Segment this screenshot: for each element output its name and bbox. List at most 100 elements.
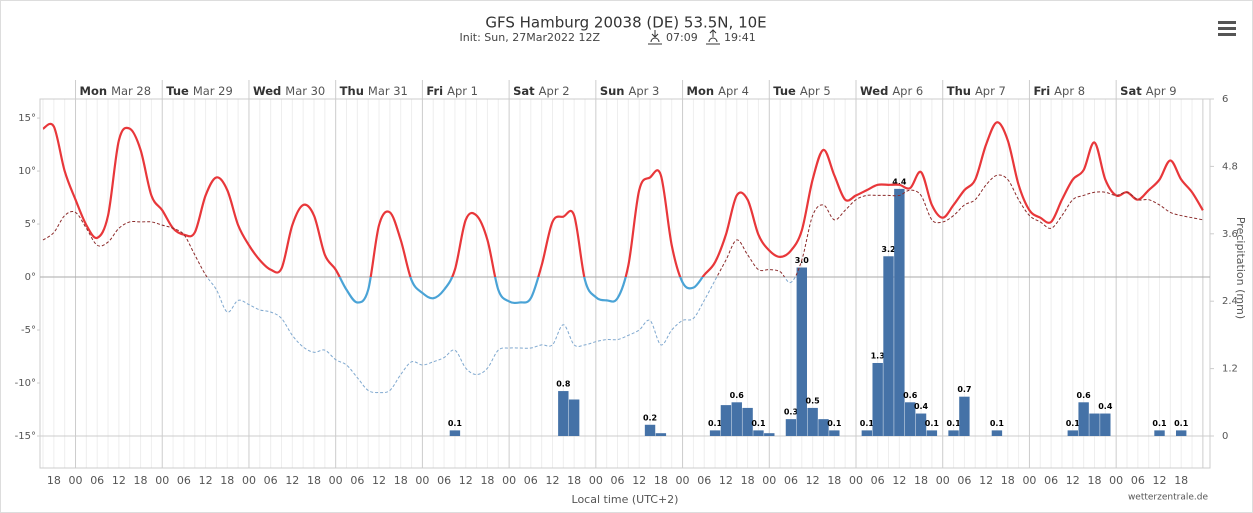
day-label: Fri Apr 1 <box>426 84 478 98</box>
y-tick-label: -10° <box>15 378 36 389</box>
day-date: Mar 28 <box>111 84 151 98</box>
precip-bar <box>720 405 732 436</box>
precip-bar <box>1176 430 1187 436</box>
x-tick-label: 00 <box>155 474 169 487</box>
precip-bar <box>818 419 829 436</box>
precip-label: 1.3 <box>871 351 885 360</box>
precip-bar <box>764 433 775 436</box>
x-tick-label: 06 <box>1131 474 1145 487</box>
day-label: Thu Mar 31 <box>340 84 408 98</box>
precip-bar <box>959 396 970 436</box>
y-tick-label: 15° <box>18 113 36 124</box>
precip-label: 0.7 <box>957 385 971 394</box>
day-weekday: Tue <box>773 84 796 98</box>
day-weekday: Fri <box>1033 84 1050 98</box>
day-label: Wed Mar 30 <box>253 84 325 98</box>
sunrise-time: 07:09 <box>666 31 698 44</box>
y2-axis-title: Precipitation (mm) <box>1234 217 1247 319</box>
y-tick-label: 10° <box>18 166 36 177</box>
day-label: Thu Apr 7 <box>947 84 1006 98</box>
precip-label: 3.2 <box>881 245 895 254</box>
day-label: Sat Apr 9 <box>1120 84 1176 98</box>
x-tick-label: 18 <box>394 474 408 487</box>
x-tick-label: 18 <box>654 474 668 487</box>
precip-bar <box>894 188 905 436</box>
precip-label: 0.1 <box>827 419 842 428</box>
x-tick-label: 06 <box>871 474 885 487</box>
x-tick-label: 12 <box>979 474 993 487</box>
x-tick-label: 06 <box>697 474 711 487</box>
precip-bar <box>1100 413 1111 436</box>
menu-button[interactable] <box>1218 21 1236 36</box>
precip-bar <box>991 430 1003 436</box>
precip-bar <box>731 402 742 436</box>
day-weekday: Sat <box>513 84 535 98</box>
precip-label: 0.5 <box>806 396 821 405</box>
day-weekday: Tue <box>166 84 189 98</box>
credit: wetterzentrale.de <box>1128 493 1209 503</box>
precip-bar <box>655 433 667 436</box>
precip-label: 0.1 <box>1152 419 1167 428</box>
day-label: Sat Apr 2 <box>513 84 569 98</box>
precip-bar <box>1154 430 1165 436</box>
y2-tick-label: 6 <box>1222 94 1228 105</box>
precip-label: 0.1 <box>990 419 1005 428</box>
precip-bar <box>948 430 959 436</box>
x-tick-label: 12 <box>112 474 126 487</box>
day-label: Wed Apr 6 <box>860 84 923 98</box>
x-tick-label: 12 <box>632 474 646 487</box>
x-tick-label: 06 <box>90 474 104 487</box>
day-date: Apr 8 <box>1054 84 1085 98</box>
day-date: Apr 2 <box>539 84 570 98</box>
day-label: Fri Apr 8 <box>1033 84 1085 98</box>
x-tick-label: 18 <box>220 474 234 487</box>
precip-label: 0.3 <box>784 408 798 417</box>
precip-bar <box>926 430 938 436</box>
precip-bar <box>915 413 927 436</box>
y-tick-label: -5° <box>21 325 36 336</box>
day-label: Sun Apr 3 <box>600 84 660 98</box>
day-date: Mar 29 <box>193 84 233 98</box>
precip-bar <box>883 256 894 436</box>
x-axis-title: Local time (UTC+2) <box>572 493 679 506</box>
x-tick-label: 12 <box>459 474 473 487</box>
precip-label: 4.4 <box>892 177 907 186</box>
day-label: Tue Mar 29 <box>166 84 233 98</box>
precip-label: 0.6 <box>730 391 745 400</box>
precip-label: 0.1 <box>708 419 723 428</box>
y2-tick-label: 4.8 <box>1222 161 1238 172</box>
chart-title: GFS Hamburg 20038 (DE) 53.5N, 10E <box>485 14 766 32</box>
precip-bar <box>1089 413 1100 436</box>
y2-tick-label: 3.6 <box>1222 229 1238 240</box>
x-tick-label: 12 <box>806 474 820 487</box>
precip-label: 0.1 <box>1174 419 1189 428</box>
day-label: Mon Apr 4 <box>687 84 749 98</box>
precip-bar <box>796 267 807 436</box>
x-tick-label: 18 <box>480 474 494 487</box>
x-tick-label: 18 <box>741 474 755 487</box>
x-tick-label: 12 <box>1153 474 1167 487</box>
day-weekday: Sat <box>1120 84 1142 98</box>
y-tick-label: -15° <box>15 431 36 442</box>
x-tick-label: 00 <box>1109 474 1123 487</box>
precip-label: 0.1 <box>946 419 961 428</box>
x-tick-label: 06 <box>1044 474 1058 487</box>
y-tick-label: 0° <box>25 272 36 283</box>
x-tick-label: 00 <box>69 474 83 487</box>
day-weekday: Mon <box>687 84 715 98</box>
x-tick-label: 18 <box>914 474 928 487</box>
sunset-icon <box>706 29 720 45</box>
sunset-time: 19:41 <box>724 31 756 44</box>
x-tick-label: 12 <box>285 474 299 487</box>
x-tick-label: 18 <box>307 474 321 487</box>
day-date: Apr 1 <box>447 84 478 98</box>
precip-label: 0.6 <box>1077 391 1092 400</box>
day-date: Mar 31 <box>368 84 408 98</box>
x-tick-label: 00 <box>1022 474 1036 487</box>
x-tick-label: 18 <box>134 474 148 487</box>
precip-bar <box>1067 430 1078 436</box>
x-tick-label: 00 <box>589 474 603 487</box>
precip-bar <box>785 419 797 436</box>
y2-tick-label: 2.4 <box>1222 296 1238 307</box>
